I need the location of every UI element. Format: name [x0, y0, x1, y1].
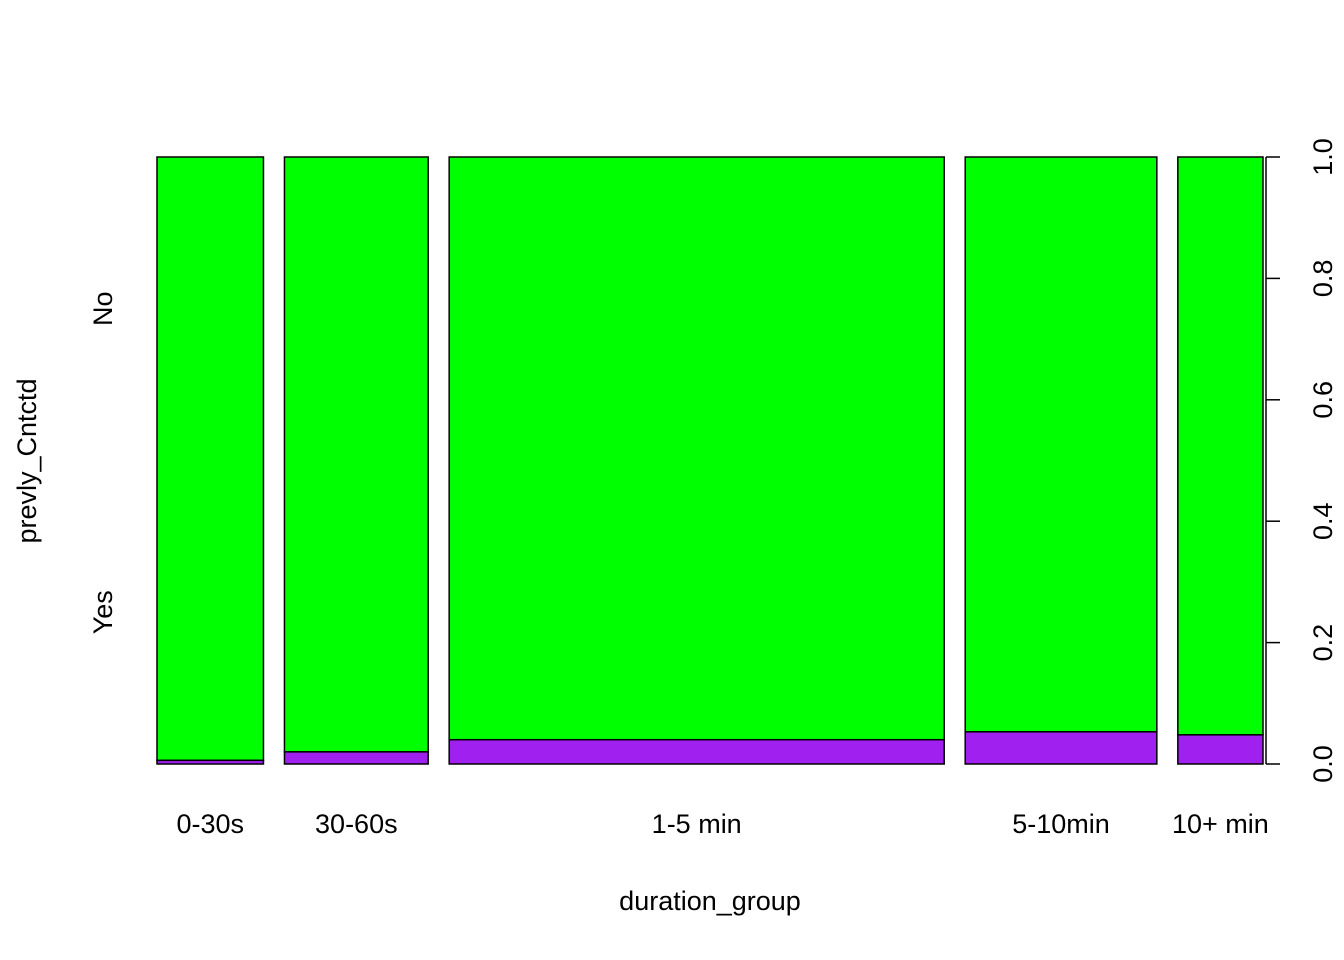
y-tick-label-3: 0.6 [1308, 381, 1338, 419]
level-labels: Yes No [88, 291, 118, 634]
bar-yes-0 [156, 759, 265, 765]
category-labels: 0-30s 30-60s 1-5 min 5-10min 10+ min [176, 809, 1268, 839]
bars-group [156, 156, 1264, 765]
y-axis-title: prevly_Cntctd [12, 378, 42, 543]
category-label-2: 1-5 min [652, 809, 742, 839]
bar-yes-2 [448, 738, 945, 765]
level-label-yes: Yes [88, 590, 118, 634]
category-label-0: 0-30s [176, 809, 244, 839]
category-label-3: 5-10min [1012, 809, 1110, 839]
bar-no-1 [283, 156, 429, 753]
bar-yes-3 [964, 731, 1158, 765]
category-label-1: 30-60s [315, 809, 398, 839]
category-label-4: 10+ min [1172, 809, 1269, 839]
y-tick-label-5: 1.0 [1308, 138, 1338, 176]
y-tick-label-4: 0.8 [1308, 260, 1338, 298]
y-tick-label-1: 0.2 [1308, 624, 1338, 662]
bar-no-0 [156, 156, 265, 762]
y-tick-label-2: 0.4 [1308, 502, 1338, 540]
bar-no-3 [964, 156, 1158, 733]
level-label-no: No [88, 291, 118, 326]
bar-no-2 [448, 156, 945, 741]
bar-yes-1 [283, 751, 429, 765]
right-y-axis: 0.0 0.2 0.4 0.6 0.8 1.0 [1265, 138, 1338, 783]
bar-yes-4 [1177, 734, 1264, 765]
x-axis-title: duration_group [619, 886, 801, 916]
bar-no-4 [1177, 156, 1264, 736]
y-tick-label-0: 0.0 [1308, 745, 1338, 783]
